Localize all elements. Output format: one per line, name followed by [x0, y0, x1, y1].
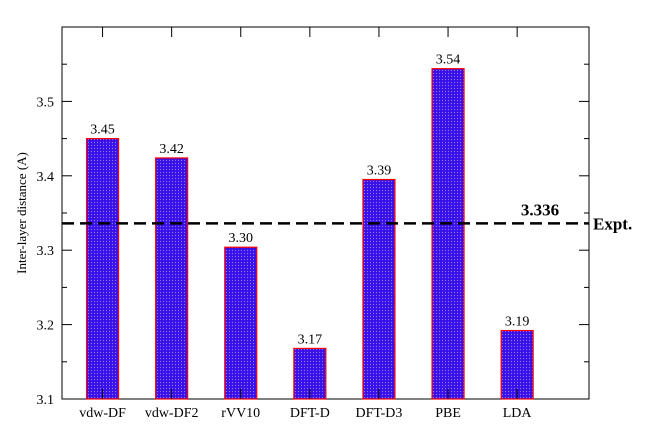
- y-axis: 3.1 3.2 3.3 3.4 3.5: [37, 63, 589, 408]
- y-tick-label: 3.1: [37, 393, 55, 408]
- y-tick-label: 3.2: [37, 319, 55, 334]
- x-tick-label: LDA: [503, 406, 533, 421]
- reference-value-label: 3.336: [521, 200, 559, 219]
- x-tick-label: vdw-DF: [79, 406, 126, 421]
- x-tick-label: DFT-D: [290, 406, 330, 421]
- x-tick-label: rVV10: [221, 406, 260, 421]
- x-tick-label: DFT-D3: [355, 406, 402, 421]
- bar-lda: [500, 329, 534, 400]
- bar-dft-d3: [362, 178, 396, 400]
- bar-rvv10: [224, 246, 258, 400]
- bar-value-label: 3.45: [90, 123, 115, 138]
- reference-line-label: Expt.: [593, 214, 632, 233]
- bar-vdw-df2: [155, 157, 189, 400]
- bars-group: 3.45 3.42 3.30 3.17 3.39 3.54 3.19: [85, 53, 534, 400]
- bar-value-label: 3.30: [229, 231, 254, 246]
- bar-value-label: 3.19: [505, 315, 530, 330]
- bar-value-label: 3.17: [298, 332, 323, 347]
- bar-value-label: 3.54: [436, 53, 461, 68]
- y-tick-label: 3.4: [37, 170, 55, 185]
- bar-value-label: 3.42: [159, 142, 184, 157]
- x-axis: vdw-DF vdw-DF2 rVV10 DFT-D DFT-D3 PBE LDA: [79, 27, 532, 421]
- x-tick-label: PBE: [435, 406, 461, 421]
- bar-pbe: [431, 68, 465, 400]
- bar-value-label: 3.39: [367, 164, 392, 179]
- bar-vdw-df: [85, 138, 120, 400]
- y-tick-label: 3.5: [37, 95, 55, 110]
- y-axis-label: Inter-layer distance (A): [14, 152, 29, 274]
- y-tick-label: 3.3: [37, 244, 55, 259]
- x-tick-label: vdw-DF2: [145, 406, 199, 421]
